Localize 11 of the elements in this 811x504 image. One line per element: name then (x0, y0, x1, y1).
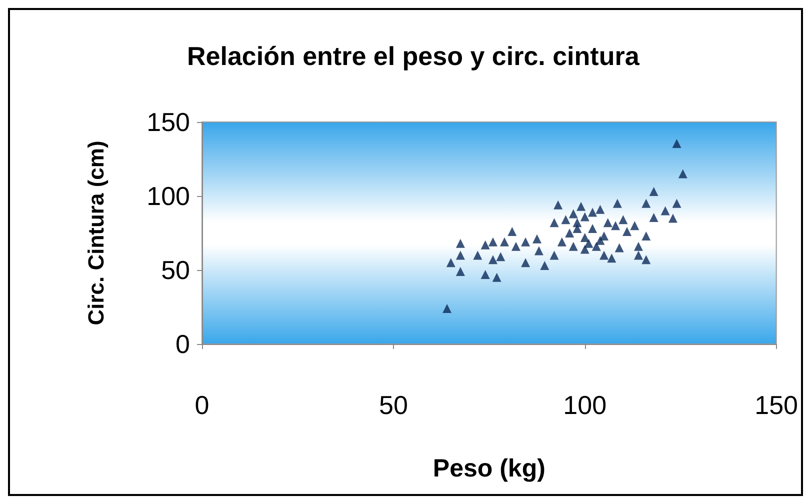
x-axis-title: Peso (kg) (432, 454, 546, 482)
y-tick-label: 100 (146, 181, 190, 211)
y-tick-label: 50 (161, 255, 190, 285)
y-axis-title: Circ. Cintura (cm) (84, 140, 108, 326)
x-tick-label: 100 (563, 390, 607, 420)
y-tick-label: 0 (176, 329, 190, 359)
x-tick-label: 150 (754, 390, 798, 420)
chart-title: Relación entre el peso y circ. cintura (187, 41, 640, 71)
x-tick-label: 50 (378, 390, 408, 420)
y-tick-label: 150 (146, 107, 190, 137)
x-tick-label: 0 (194, 390, 210, 420)
